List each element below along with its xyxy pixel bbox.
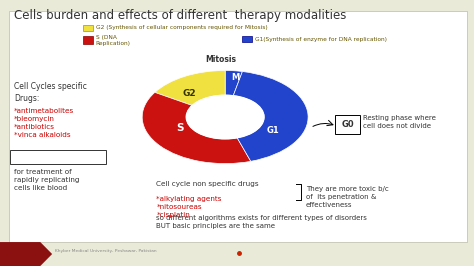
Bar [83,25,93,31]
FancyBboxPatch shape [9,11,467,242]
Bar [242,36,252,42]
Text: G2: G2 [183,89,196,98]
Text: S (DNA
Replication): S (DNA Replication) [96,35,131,46]
Text: S: S [176,123,184,133]
Text: so different algorithms exists for different types of disorders
BUT basic princi: so different algorithms exists for diffe… [156,215,367,230]
Text: G2 (Synthesis of cellular components required for Mitosis): G2 (Synthesis of cellular components req… [96,26,267,30]
Text: *alkylating agents
*nitosoureas
*cisplatin: *alkylating agents *nitosoureas *cisplat… [156,196,222,218]
Text: Mitosis: Mitosis [205,55,236,64]
Text: Resting phase where
cell does not divide: Resting phase where cell does not divide [363,115,436,129]
Polygon shape [0,242,52,266]
Wedge shape [225,70,242,96]
Wedge shape [155,70,225,106]
Text: They are more toxic b/c
of  its penetration &
effectiveness: They are more toxic b/c of its penetrati… [306,186,389,208]
Text: for treatment of
rapidly replicating
cells like blood: for treatment of rapidly replicating cel… [14,169,80,191]
Text: Cells burden and effects of different  therapy modalities: Cells burden and effects of different th… [14,9,346,22]
Text: G1(Synthesis of enzyme for DNA replication): G1(Synthesis of enzyme for DNA replicati… [255,37,386,41]
FancyBboxPatch shape [335,115,360,134]
Text: G0: G0 [341,120,354,129]
Text: M: M [231,73,240,82]
Text: Cell cycle non specific drugs: Cell cycle non specific drugs [156,181,259,187]
Text: G1: G1 [266,126,279,135]
Text: Cell Cycles specific
Drugs:: Cell Cycles specific Drugs: [14,82,87,103]
Bar [83,36,93,44]
Text: Khyber Medical University, Peshawar, Pakistan: Khyber Medical University, Peshawar, Pak… [55,249,156,253]
Wedge shape [233,72,308,161]
Circle shape [186,95,264,139]
Wedge shape [142,92,251,164]
Text: *antimetabolites
*bleomycin
*antibiotics
*vinca alkaloids: *antimetabolites *bleomycin *antibiotics… [14,108,74,138]
